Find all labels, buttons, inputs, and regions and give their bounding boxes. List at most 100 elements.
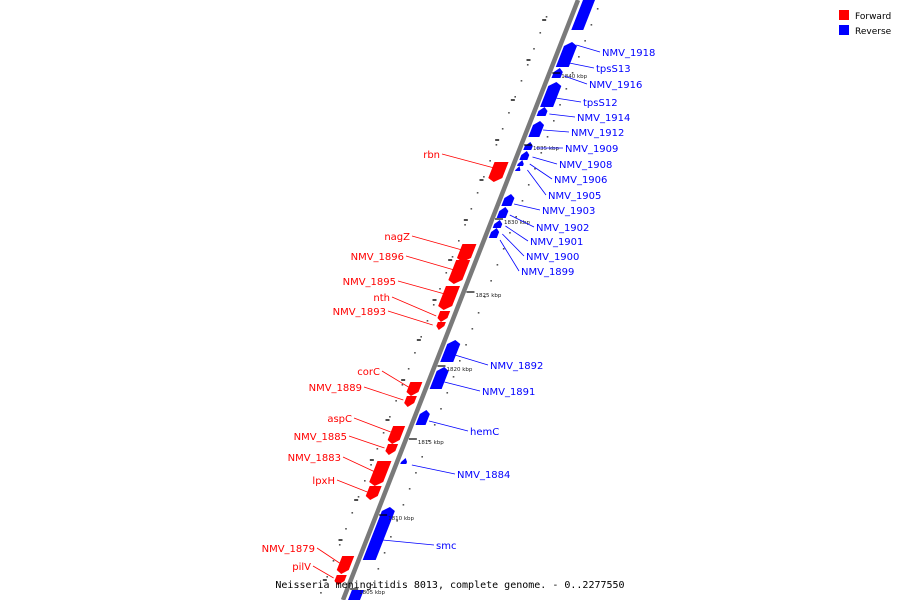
minor-tick-left bbox=[357, 496, 360, 498]
forward-gene-10 bbox=[385, 444, 399, 455]
minor-tick-right bbox=[421, 456, 423, 458]
kbp-tick-label: 1835 kbp bbox=[533, 146, 559, 152]
minor-tick-marks bbox=[320, 8, 599, 594]
kbp-tick-label: 1825 kbp bbox=[475, 293, 501, 299]
minor-tick-left bbox=[382, 432, 385, 434]
minor-tick-right bbox=[452, 376, 455, 378]
minor-tick-left bbox=[407, 368, 410, 370]
reverse-gene-1 bbox=[571, 0, 595, 30]
forward-gene-9 bbox=[387, 426, 406, 444]
reverse-gene-label-6: NMV_1912 bbox=[571, 128, 624, 139]
reverse-gene-label-3: NMV_1916 bbox=[589, 80, 642, 91]
forward-leader-3 bbox=[405, 255, 455, 271]
minor-tick-right bbox=[571, 72, 574, 74]
forward-gene-8 bbox=[404, 396, 417, 407]
reverse-gene-label-2: tpsS13 bbox=[596, 64, 631, 75]
forward-gene-label-9: aspC bbox=[327, 414, 352, 425]
reverse-leader-17 bbox=[444, 381, 481, 392]
minor-tick-right bbox=[540, 152, 543, 154]
forward-gene-label-10: NMV_1885 bbox=[294, 432, 347, 443]
forward-gene-1 bbox=[488, 162, 509, 182]
minor-tick-left bbox=[332, 560, 335, 562]
forward-gene-2 bbox=[456, 244, 477, 262]
reverse-gene-label-15: NMV_1899 bbox=[521, 267, 574, 278]
reverse-gene-18 bbox=[400, 458, 408, 464]
forward-leader-6 bbox=[387, 310, 433, 326]
reverse-leader-9 bbox=[529, 163, 553, 180]
reverse-leader-10 bbox=[527, 169, 547, 196]
minor-tick-right bbox=[477, 312, 480, 314]
minor-tick-right bbox=[584, 40, 586, 42]
minor-tick-right bbox=[415, 472, 417, 474]
minor-tick-left bbox=[464, 224, 466, 226]
reverse-leader-15 bbox=[499, 239, 520, 272]
minor-tick-left bbox=[395, 400, 397, 402]
minor-tick-right bbox=[596, 8, 599, 10]
reverse-leader-16 bbox=[454, 354, 489, 366]
minor-tick-right bbox=[565, 88, 568, 90]
minor-tick-left bbox=[451, 256, 454, 258]
minor-tick-left bbox=[489, 160, 491, 162]
forward-gene-label-7: corC bbox=[357, 367, 380, 378]
reverse-leader-3 bbox=[564, 75, 588, 85]
reverse-gene-label-17: NMV_1891 bbox=[482, 387, 535, 398]
forward-leader-13 bbox=[316, 547, 340, 564]
forward-gene-3 bbox=[448, 260, 471, 284]
reverse-gene-12 bbox=[496, 207, 509, 218]
forward-gene-4 bbox=[438, 286, 460, 310]
forward-leader-11 bbox=[342, 456, 376, 473]
kbp-tick-label: 1830 kbp bbox=[504, 220, 530, 226]
gene-features bbox=[334, 0, 595, 600]
minor-tick-left bbox=[345, 528, 347, 530]
forward-gene-label-6: NMV_1893 bbox=[333, 307, 386, 318]
reverse-gene-4 bbox=[540, 82, 562, 107]
kbp-tick-label: 1840 kbp bbox=[561, 74, 587, 80]
reverse-gene-14 bbox=[488, 228, 500, 238]
forward-leader-10 bbox=[348, 435, 385, 449]
kbp-ticks: 1805 kbp 1810 kbp 1815 kbp 1820 kbp 1825 kbp… bbox=[350, 72, 588, 596]
reverse-gene-label-13: NMV_1901 bbox=[530, 237, 583, 248]
reverse-gene-8 bbox=[519, 151, 530, 160]
minor-tick-right bbox=[440, 408, 442, 410]
kbp-tick-label: 1820 kbp bbox=[446, 367, 472, 373]
reverse-leader-2 bbox=[569, 62, 595, 69]
minor-tick-right bbox=[390, 536, 392, 538]
reverse-leader-20 bbox=[382, 539, 435, 546]
minor-tick-left bbox=[539, 32, 542, 34]
reverse-gene-label-16: NMV_1892 bbox=[490, 361, 543, 372]
minor-tick-left bbox=[520, 80, 523, 82]
forward-gene-11 bbox=[369, 461, 392, 486]
reverse-gene-17 bbox=[415, 410, 430, 425]
minor-tick-right bbox=[490, 280, 492, 282]
minor-tick-left bbox=[376, 448, 379, 450]
reverse-leader-13 bbox=[505, 225, 529, 242]
reverse-gene-label-9: NMV_1906 bbox=[554, 175, 607, 186]
forward-gene-14 bbox=[334, 575, 347, 585]
reverse-gene-9 bbox=[516, 160, 524, 166]
minor-tick-left bbox=[445, 272, 448, 274]
minor-tick-left bbox=[389, 416, 391, 418]
gene-labels: NMV_1918 tpsS13 NMV_1916 tpsS12 NMV_1914 NMV_… bbox=[262, 44, 655, 579]
legend-forward-swatch bbox=[839, 10, 849, 20]
minor-tick-right bbox=[521, 200, 524, 202]
reverse-gene-16 bbox=[429, 367, 449, 389]
minor-tick-right bbox=[471, 328, 474, 330]
minor-tick-left bbox=[439, 288, 441, 290]
reverse-gene-15 bbox=[440, 340, 461, 362]
forward-gene-label-14: pilV bbox=[292, 562, 311, 573]
map-caption: Neisseria meningitidis 8013, complete ge… bbox=[275, 580, 624, 591]
reverse-gene-label-11: NMV_1903 bbox=[542, 206, 595, 217]
reverse-gene-label-1: NMV_1918 bbox=[602, 48, 655, 59]
forward-leader-7 bbox=[381, 370, 409, 388]
minor-tick-left bbox=[432, 304, 435, 306]
reverse-gene-label-19: NMV_1884 bbox=[457, 470, 510, 481]
reverse-gene-7 bbox=[523, 142, 533, 150]
forward-gene-6 bbox=[436, 322, 446, 330]
minor-tick-right bbox=[408, 488, 411, 490]
minor-tick-right bbox=[527, 184, 530, 186]
reverse-gene-19 bbox=[362, 507, 395, 560]
forward-gene-label-5: nth bbox=[373, 293, 390, 304]
reverse-gene-10 bbox=[515, 166, 521, 171]
minor-tick-right bbox=[553, 120, 555, 122]
reverse-gene-11 bbox=[501, 194, 515, 206]
